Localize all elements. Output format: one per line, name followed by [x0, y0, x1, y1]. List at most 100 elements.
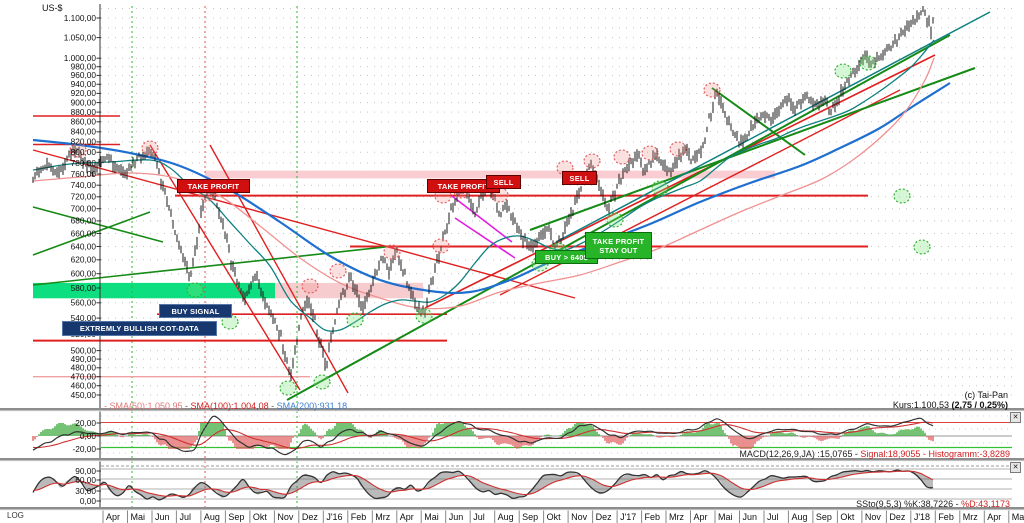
x-axis-month-label: J'16 — [326, 512, 342, 522]
x-axis-month-label: Sep — [522, 512, 538, 522]
annotation-box[interactable]: EXTREMLY BULLISH COT-DATA — [62, 321, 217, 336]
trendline[interactable] — [149, 144, 301, 391]
price-axis-label: 490,00 — [71, 354, 97, 364]
x-axis-month-label: Mai — [130, 512, 145, 522]
top-marker-ellipse — [641, 145, 659, 161]
quote-line: Kurs:1.100,53 (2,75 / 0,25%) — [893, 400, 1008, 410]
price-axis-label: 920,00 — [71, 88, 97, 98]
price-axis-label: 820,00 — [71, 137, 97, 147]
close-ssto-panel-button[interactable]: ✕ — [1010, 462, 1021, 473]
x-axis-month-label: Feb — [645, 512, 661, 522]
x-axis-month-label: Feb — [938, 512, 954, 522]
top-marker-ellipse — [141, 140, 159, 156]
price-axis-label: 1.000,00 — [64, 53, 97, 63]
currency-axis-label: US-$ — [42, 3, 63, 13]
x-axis-month-label: Apr — [106, 512, 120, 522]
trendline[interactable] — [499, 89, 901, 296]
annotation-box[interactable]: TAKE PROFIT — [177, 179, 250, 193]
x-axis-month-label: Mrz — [375, 512, 390, 522]
x-axis-month-label: Dez — [302, 512, 319, 522]
macd-signal-line — [32, 421, 934, 450]
top-marker-ellipse — [613, 149, 631, 165]
ssto-legend: SSto(9,5,3) %K:38,7226 - %D:43,1173 — [856, 499, 1010, 509]
x-axis-month-label: Mai — [1012, 512, 1024, 522]
x-axis-month-label: Feb — [351, 512, 367, 522]
top-marker-ellipse — [432, 238, 450, 254]
annotation-box[interactable]: SELL — [486, 175, 521, 189]
x-axis-month-label: Jun — [742, 512, 757, 522]
macd-legend: MACD(12,26,9,JA) :15,0765 - Signal:18,90… — [739, 449, 1010, 459]
ssto-legend-segment: - — [953, 499, 962, 509]
ssto-legend-segment: SSto(9,5,3) %K:38,7226 — [856, 499, 954, 509]
trendline[interactable] — [424, 54, 936, 309]
x-axis-month-label: Dez — [596, 512, 613, 522]
panel-separator — [0, 507, 1024, 510]
annotation-box[interactable]: BUY SIGNAL — [159, 304, 232, 318]
sma-legend-segment: - — [182, 401, 191, 411]
price-axis-label: 660,00 — [71, 228, 97, 238]
trendline[interactable] — [451, 195, 513, 243]
trendline[interactable] — [32, 211, 151, 256]
x-axis-month-label: Sep — [816, 512, 832, 522]
ssto-k-line — [32, 469, 934, 501]
ssto-axis-label: 30,00 — [75, 486, 96, 496]
macd-legend-segment: - — [920, 449, 929, 459]
x-axis-month-label: Jun — [155, 512, 170, 522]
price-axis-label: 720,00 — [71, 192, 97, 202]
price-axis-label: 980,00 — [71, 62, 97, 72]
sma-legend-segment: - — [268, 401, 277, 411]
price-axis-label: 880,00 — [71, 107, 97, 117]
trendline[interactable] — [454, 217, 516, 259]
annotation-box[interactable]: SELL — [562, 171, 597, 185]
annotation-box[interactable]: BUY > 640$ — [535, 250, 598, 264]
bottom-marker-ellipse — [186, 282, 204, 298]
x-axis-month-label: Apr — [400, 512, 414, 522]
x-axis-month-label: Nov — [277, 512, 294, 522]
macd-legend-segment: Histogramm:-3,8289 — [928, 449, 1010, 459]
x-axis-month-label: Jun — [449, 512, 464, 522]
macd-axis-label: 20,00 — [75, 418, 96, 428]
x-axis-month-label: Okt — [547, 512, 562, 522]
price-axis-label: 740,00 — [71, 180, 97, 190]
annotation-box[interactable]: TAKE PROFIT STAY OUT — [585, 232, 652, 259]
top-marker-ellipse — [69, 142, 87, 158]
x-axis-month-label: Jul — [767, 512, 779, 522]
ssto-axis-label: 0,00 — [80, 496, 97, 506]
x-axis-month-label: Nov — [865, 512, 882, 522]
ssto-axis-label: 90,00 — [75, 466, 96, 476]
price-axis-label: 480,00 — [71, 363, 97, 373]
price-axis-label: 780,00 — [71, 158, 97, 168]
x-axis-month-label: J'18 — [914, 512, 930, 522]
log-scale-label: LOG — [7, 511, 24, 520]
x-axis-month-label: Jul — [473, 512, 485, 522]
trendline[interactable] — [286, 34, 951, 401]
ssto-axis-label: 60,00 — [75, 475, 96, 485]
top-marker-ellipse — [301, 278, 319, 294]
price-axis-label: 760,00 — [71, 169, 97, 179]
macd-legend-segment: Signal:18,9055 — [860, 449, 921, 459]
macd-axis-label: 0,00 — [80, 431, 97, 441]
x-axis-month-label: Mai — [424, 512, 439, 522]
price-axis-label: 900,00 — [71, 97, 97, 107]
price-axis-label: 500,00 — [71, 345, 97, 355]
trendline[interactable] — [32, 206, 164, 243]
x-axis-month-label: Aug — [791, 512, 807, 522]
price-zone — [33, 282, 275, 299]
quote-change: (2,75 / 0,25%) — [951, 400, 1008, 410]
x-axis-month-label: Jul — [179, 512, 191, 522]
price-axis-label: 640,00 — [71, 241, 97, 251]
sma50-line — [32, 39, 935, 332]
x-axis-month-label: J'17 — [620, 512, 636, 522]
macd-histogram-negative — [32, 436, 934, 449]
price-axis-label: 940,00 — [71, 79, 97, 89]
quote-price: Kurs:1.100,53 — [892, 400, 952, 410]
ssto-legend-segment: %D:43,1173 — [961, 499, 1010, 509]
macd-legend-segment: - — [852, 449, 861, 459]
teal-trendline[interactable] — [555, 11, 991, 243]
trendline[interactable] — [529, 67, 976, 231]
price-axis-label: 620,00 — [71, 255, 97, 265]
bottom-marker-ellipse — [859, 55, 877, 71]
close-macd-panel-button[interactable]: ✕ — [1010, 412, 1021, 423]
